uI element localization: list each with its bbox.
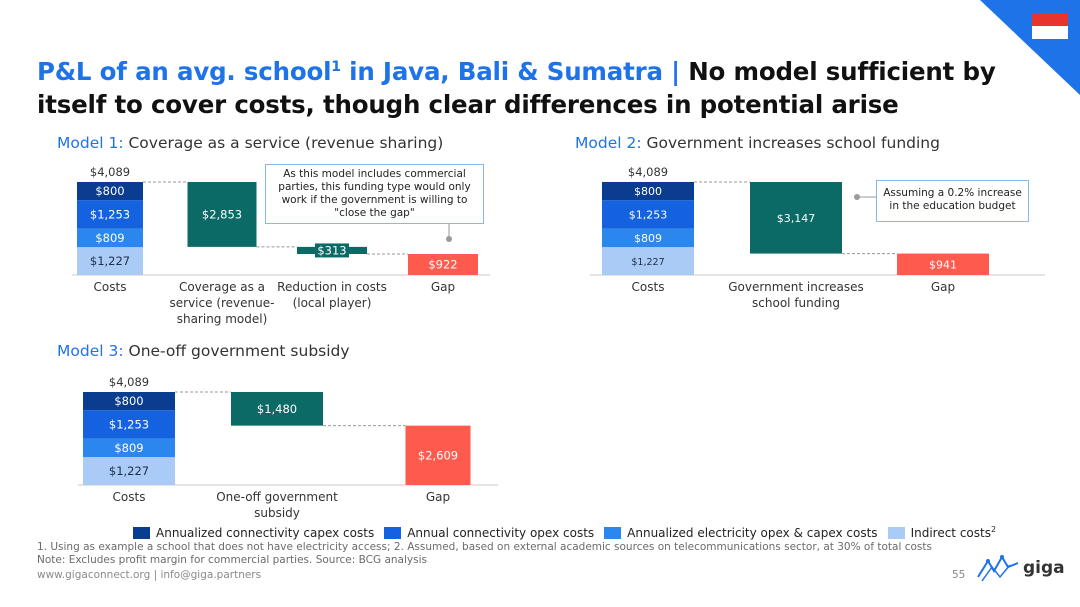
legend-item: Annual connectivity opex costs [384, 525, 594, 540]
cost-segment-bar [83, 392, 175, 411]
model-3-title: Model 3: One-off government subsidy [57, 342, 350, 360]
footnote-line-2: Note: Excludes profit margin for commerc… [37, 554, 427, 566]
callout-pointer-dot [446, 236, 452, 242]
model-1-callout: As this model includes commercial partie… [265, 164, 484, 224]
category-label: school funding [752, 296, 840, 310]
legend: Annualized connectivity capex costs Annua… [133, 525, 996, 540]
category-label: Government increases [728, 280, 863, 294]
cost-segment-label: $800 [95, 184, 124, 198]
model-2-title: Model 2: Government increases school fun… [575, 134, 940, 152]
category-label: (local player) [293, 296, 372, 310]
legend-label: Annualized electricity opex & capex cost… [627, 525, 878, 540]
cost-segment-bar [77, 247, 143, 275]
category-label: Reduction in costs [277, 280, 387, 294]
cost-segment-bar [77, 200, 143, 229]
category-label: Gap [931, 280, 955, 294]
funding-bar [750, 182, 842, 254]
footnote-line-1: 1. Using as example a school that does n… [37, 541, 932, 553]
cost-segment-label: $1,253 [90, 207, 130, 221]
cost-segment-label: $809 [634, 232, 662, 245]
bar-value-label: $2,853 [202, 207, 242, 221]
category-label: Gap [431, 280, 455, 294]
category-label: Costs [632, 280, 665, 294]
cost-segment-bar [602, 247, 694, 275]
legend-swatch [133, 526, 150, 539]
category-label: Gap [426, 490, 450, 504]
cost-segment-bar [83, 410, 175, 439]
cost-segment-bar [77, 182, 143, 201]
page-title: P&L of an avg. school1 in Java, Bali & S… [37, 57, 996, 119]
legend-item: Annualized electricity opex & capex cost… [604, 525, 878, 540]
footnotes: 1. Using as example a school that does n… [37, 541, 932, 567]
footer-links: www.gigaconnect.org | info@giga.partners [37, 569, 262, 581]
bar-value-label: $313 [317, 243, 346, 257]
callout-pointer-dot [854, 194, 860, 200]
category-label: service (revenue- [170, 296, 275, 310]
legend-swatch [384, 526, 402, 539]
bar-value-label: $922 [428, 257, 457, 271]
cost-segment-label: $800 [634, 185, 662, 198]
cost-segment-label: $800 [114, 394, 143, 408]
cost-segment-label: $1,227 [90, 254, 130, 268]
bar-value-label: $2,609 [418, 448, 458, 462]
model-1-title: Model 1: Coverage as a service (revenue … [57, 134, 444, 152]
bar-value-label: $1,480 [257, 402, 297, 416]
legend-item: Indirect costs2 [887, 525, 997, 540]
category-label: Costs [94, 280, 127, 294]
cost-segment-label: $809 [114, 441, 143, 455]
bar-value-label: $3,147 [777, 212, 816, 225]
cost-segment-bar [83, 457, 175, 485]
legend-item: Annualized connectivity capex costs [133, 525, 374, 540]
cost-segment-bar [602, 228, 694, 248]
funding-bar [231, 392, 323, 426]
legend-swatch [887, 526, 905, 539]
category-label: subsidy [254, 506, 300, 520]
total-label: $4,089 [628, 165, 668, 179]
bar-value-label: $941 [929, 258, 957, 271]
total-label: $4,089 [90, 165, 130, 179]
model-2-callout: Assuming a 0.2% increase in the educatio… [876, 180, 1029, 222]
legend-label: Indirect costs2 [910, 525, 997, 540]
giga-logo: giga [976, 553, 1065, 583]
category-label: Coverage as a [179, 280, 265, 294]
gap-bar [897, 253, 989, 275]
category-label: Costs [113, 490, 146, 504]
cost-segment-label: $1,227 [109, 464, 149, 478]
category-label: One-off government [216, 490, 338, 504]
cost-segment-label: $1,227 [631, 257, 664, 268]
cost-segment-bar [83, 438, 175, 458]
category-label: sharing model) [177, 312, 268, 326]
giga-logo-icon [977, 555, 1019, 582]
total-label: $4,089 [109, 375, 149, 389]
value-label-box [315, 243, 349, 258]
legend-swatch [604, 526, 622, 539]
cost-segment-bar [602, 182, 694, 201]
cost-segment-label: $1,253 [629, 208, 668, 221]
indonesia-flag-icon [980, 0, 1080, 95]
gap-bar [408, 254, 478, 275]
cost-segment-bar [602, 200, 694, 229]
legend-label: Annualized connectivity capex costs [156, 525, 375, 540]
cost-segment-bar [77, 228, 143, 248]
cost-segment-label: $1,253 [109, 417, 149, 431]
cost-segment-label: $809 [95, 231, 124, 245]
funding-bar [187, 182, 257, 247]
page-number: 55 [952, 569, 966, 581]
legend-label: Annual connectivity opex costs [407, 525, 595, 540]
gap-bar [405, 425, 471, 485]
